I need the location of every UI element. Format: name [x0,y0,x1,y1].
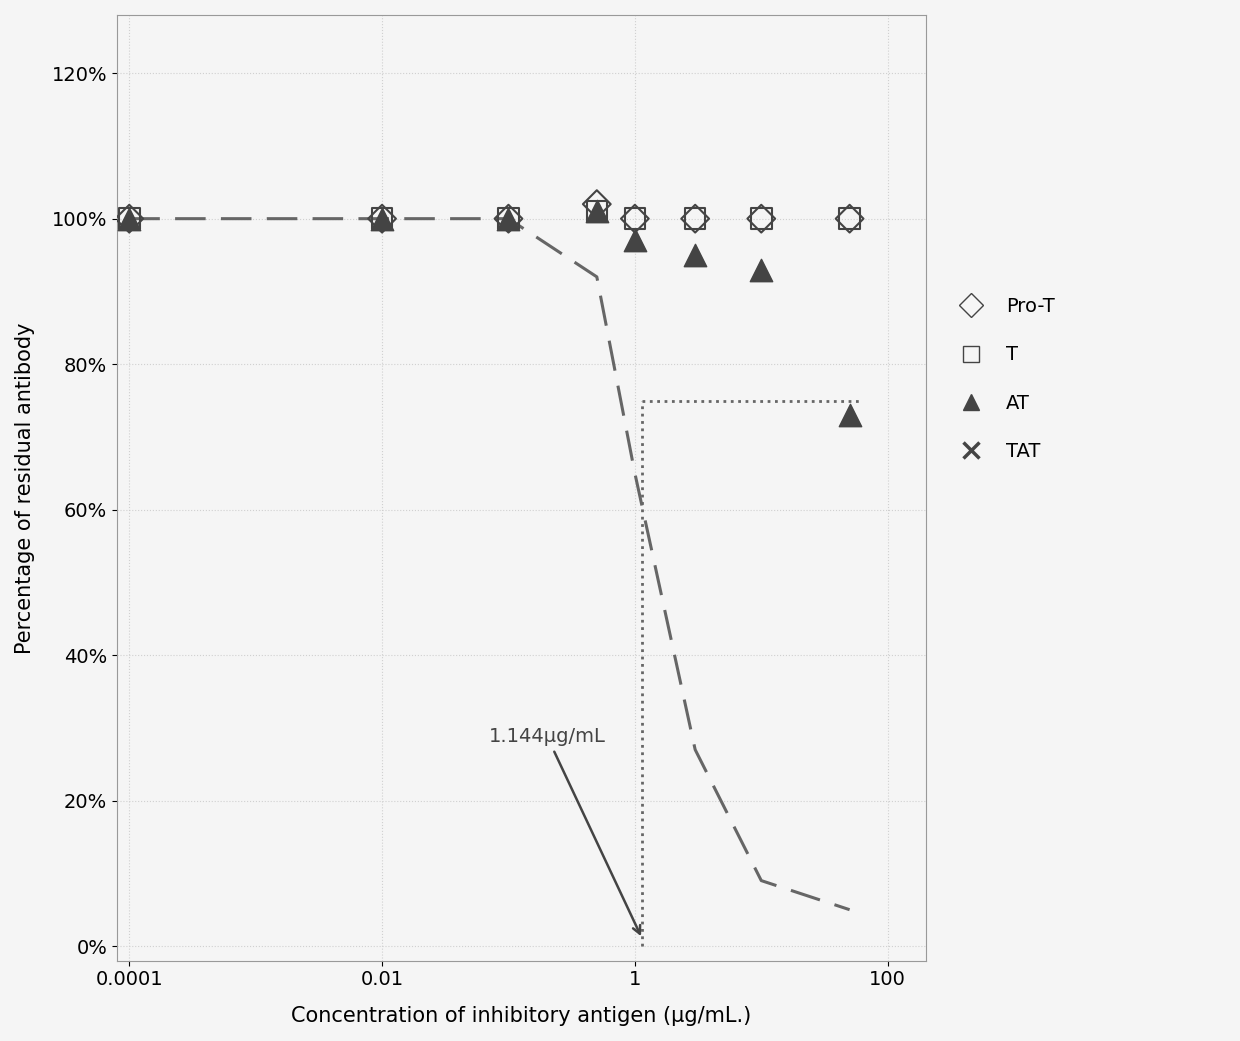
Point [119,210,139,227]
Point [839,407,859,424]
Point [119,210,139,227]
Point [625,210,645,227]
Point [839,210,859,227]
Text: 1.144μg/mL: 1.144μg/mL [489,728,640,934]
Point [587,203,606,220]
Point [372,210,392,227]
Point [839,210,859,227]
Point [587,196,606,212]
Point [119,210,139,227]
Point [686,210,706,227]
Point [372,210,392,227]
Point [751,872,771,889]
Point [839,902,859,918]
Point [686,210,706,227]
Point [625,465,645,482]
Point [372,210,392,227]
Point [751,210,771,227]
Point [751,261,771,278]
X-axis label: Concentration of inhibitory antigen (μg/mL.): Concentration of inhibitory antigen (μg/… [291,1006,751,1026]
Point [498,210,518,227]
Point [587,269,606,285]
Y-axis label: Percentage of residual antibody: Percentage of residual antibody [15,322,35,654]
Point [119,210,139,227]
Point [498,210,518,227]
Point [625,210,645,227]
Point [751,210,771,227]
Legend: Pro-T, T, AT, TAT: Pro-T, T, AT, TAT [944,289,1063,468]
Point [498,210,518,227]
Point [372,210,392,227]
Point [498,210,518,227]
Point [686,741,706,758]
Point [587,203,606,220]
Point [625,232,645,249]
Point [686,247,706,263]
